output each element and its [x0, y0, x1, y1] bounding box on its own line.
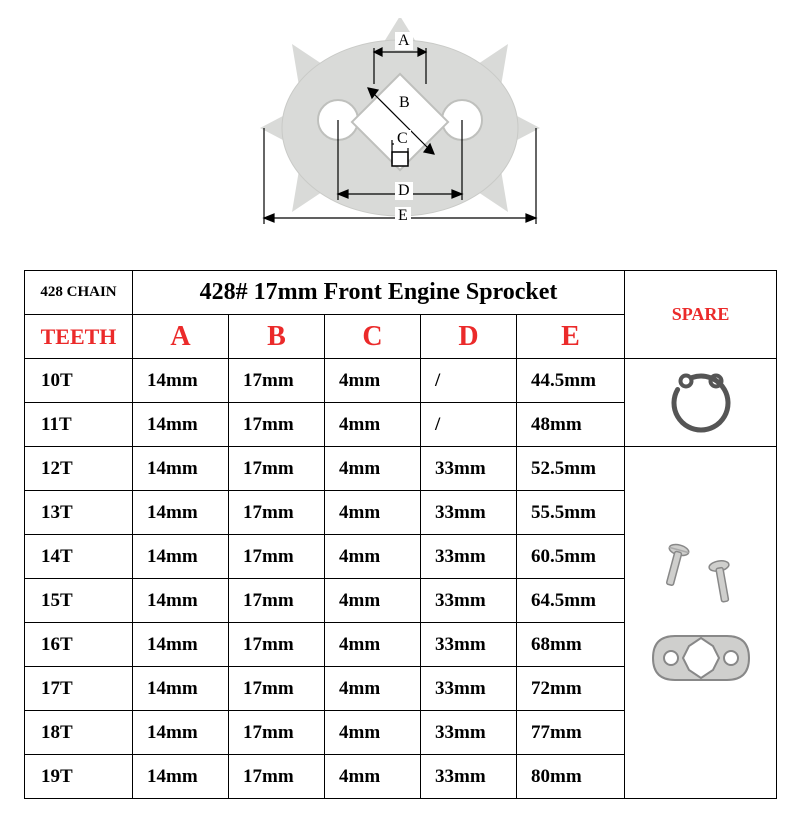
cell-teeth: 15T — [25, 579, 133, 623]
cell-B: 17mm — [229, 755, 325, 799]
header-title: 428# 17mm Front Engine Sprocket — [133, 271, 625, 315]
cell-A: 14mm — [133, 667, 229, 711]
cell-A: 14mm — [133, 491, 229, 535]
cell-A: 14mm — [133, 403, 229, 447]
cell-E: 72mm — [517, 667, 625, 711]
cell-B: 17mm — [229, 535, 325, 579]
cell-E: 52.5mm — [517, 447, 625, 491]
cell-teeth: 12T — [25, 447, 133, 491]
cell-teeth: 13T — [25, 491, 133, 535]
header-chain: 428 CHAIN — [25, 271, 133, 315]
header-A: A — [133, 315, 229, 359]
circlip-icon — [662, 364, 740, 442]
dim-label-B: B — [396, 94, 413, 112]
cell-D: 33mm — [421, 755, 517, 799]
cell-C: 4mm — [325, 491, 421, 535]
cell-spare — [625, 359, 777, 447]
cell-B: 17mm — [229, 579, 325, 623]
cell-spare — [625, 447, 777, 799]
cell-D: 33mm — [421, 711, 517, 755]
cell-D: 33mm — [421, 491, 517, 535]
cell-E: 48mm — [517, 403, 625, 447]
retainer-plate-icon — [641, 538, 761, 708]
cell-E: 77mm — [517, 711, 625, 755]
dim-label-E: E — [395, 207, 411, 225]
cell-A: 14mm — [133, 623, 229, 667]
cell-teeth: 10T — [25, 359, 133, 403]
cell-teeth: 16T — [25, 623, 133, 667]
table-row: 12T14mm17mm4mm33mm52.5mm — [25, 447, 777, 491]
cell-C: 4mm — [325, 579, 421, 623]
specification-table: 428 CHAIN 428# 17mm Front Engine Sprocke… — [24, 270, 777, 799]
sprocket-diagram: A B C D E — [220, 18, 580, 228]
cell-C: 4mm — [325, 667, 421, 711]
cell-D: 33mm — [421, 535, 517, 579]
header-row-1: 428 CHAIN 428# 17mm Front Engine Sprocke… — [25, 271, 777, 315]
cell-B: 17mm — [229, 711, 325, 755]
table-row: 10T14mm17mm4mm/44.5mm — [25, 359, 777, 403]
cell-A: 14mm — [133, 535, 229, 579]
dim-label-A: A — [395, 32, 413, 50]
cell-D: 33mm — [421, 579, 517, 623]
cell-E: 60.5mm — [517, 535, 625, 579]
cell-A: 14mm — [133, 447, 229, 491]
cell-teeth: 19T — [25, 755, 133, 799]
cell-E: 80mm — [517, 755, 625, 799]
cell-teeth: 17T — [25, 667, 133, 711]
dim-label-C: C — [394, 130, 411, 148]
header-D: D — [421, 315, 517, 359]
cell-B: 17mm — [229, 359, 325, 403]
cell-A: 14mm — [133, 579, 229, 623]
cell-E: 55.5mm — [517, 491, 625, 535]
header-B: B — [229, 315, 325, 359]
cell-teeth: 11T — [25, 403, 133, 447]
cell-D: / — [421, 359, 517, 403]
cell-A: 14mm — [133, 359, 229, 403]
cell-C: 4mm — [325, 535, 421, 579]
cell-C: 4mm — [325, 359, 421, 403]
cell-E: 44.5mm — [517, 359, 625, 403]
table-body: 10T14mm17mm4mm/44.5mm 11T14mm17mm4mm/48m… — [25, 359, 777, 799]
header-C: C — [325, 315, 421, 359]
cell-C: 4mm — [325, 403, 421, 447]
cell-teeth: 14T — [25, 535, 133, 579]
cell-C: 4mm — [325, 755, 421, 799]
cell-A: 14mm — [133, 711, 229, 755]
cell-B: 17mm — [229, 623, 325, 667]
cell-E: 68mm — [517, 623, 625, 667]
cell-B: 17mm — [229, 667, 325, 711]
cell-C: 4mm — [325, 623, 421, 667]
cell-D: 33mm — [421, 667, 517, 711]
cell-B: 17mm — [229, 491, 325, 535]
header-teeth: TEETH — [25, 315, 133, 359]
cell-D: 33mm — [421, 447, 517, 491]
header-spare: SPARE — [625, 271, 777, 359]
dim-label-D: D — [395, 182, 413, 200]
cell-C: 4mm — [325, 447, 421, 491]
header-E: E — [517, 315, 625, 359]
cell-C: 4mm — [325, 711, 421, 755]
cell-D: / — [421, 403, 517, 447]
cell-B: 17mm — [229, 447, 325, 491]
cell-D: 33mm — [421, 623, 517, 667]
cell-E: 64.5mm — [517, 579, 625, 623]
cell-teeth: 18T — [25, 711, 133, 755]
cell-B: 17mm — [229, 403, 325, 447]
cell-A: 14mm — [133, 755, 229, 799]
